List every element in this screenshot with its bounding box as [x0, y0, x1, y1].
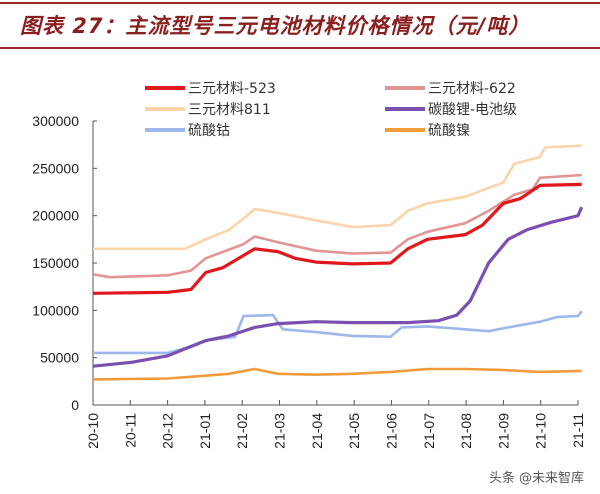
- watermark: 头条 @未来智库: [488, 471, 584, 486]
- series-line-4: [93, 310, 583, 355]
- legend-item: 硫酸镍: [385, 120, 470, 140]
- legend-label: 三元材料811: [188, 102, 271, 118]
- series-line-1: [92, 173, 582, 279]
- series-line-0: [92, 182, 582, 295]
- x-tick-label: 21-11: [570, 413, 586, 448]
- series-line-5: [92, 367, 582, 381]
- series-line-3: [92, 206, 584, 368]
- x-tick-label: 21-04: [309, 413, 325, 449]
- legend-item: 三元材料-523: [145, 78, 276, 98]
- legend-swatch: [145, 128, 185, 132]
- y-tick-label: 0: [71, 397, 79, 413]
- legend-item: 三元材料811: [145, 99, 271, 119]
- legend-item: 硫酸钴: [145, 120, 230, 140]
- legend-swatch: [385, 86, 425, 90]
- legend-label: 三元材料-523: [188, 81, 276, 97]
- y-tick-label: 150000: [32, 255, 79, 271]
- y-tick-label: 50000: [40, 350, 79, 366]
- x-tick-label: 20-12: [160, 413, 176, 449]
- y-tick-label: 100000: [32, 302, 79, 318]
- x-tick-label: 21-08: [458, 413, 474, 449]
- legend-item: 碳酸锂-电池级: [385, 99, 517, 119]
- legend-swatch: [145, 107, 185, 111]
- x-tick-label: 21-09: [495, 413, 511, 449]
- legend-swatch: [385, 128, 425, 132]
- y-tick-label: 200000: [32, 208, 79, 224]
- x-tick-label: 21-06: [383, 413, 399, 449]
- x-tick-label: 21-01: [197, 413, 213, 449]
- x-tick-label: 21-05: [346, 413, 362, 449]
- legend-swatch: [145, 86, 185, 90]
- legend-swatch: [385, 107, 425, 111]
- y-tick-label: 300000: [32, 113, 79, 129]
- x-tick-label: 21-10: [533, 413, 549, 449]
- series-line-2: [93, 144, 582, 251]
- legend-label: 三元材料-622: [428, 81, 516, 97]
- legend-item: 三元材料-622: [385, 78, 516, 98]
- legend-label: 硫酸镍: [428, 123, 470, 139]
- top-rule: [0, 2, 600, 4]
- y-tick-label: 250000: [32, 160, 79, 176]
- x-tick-label: 21-03: [272, 413, 288, 449]
- x-tick-label: 20-10: [85, 413, 101, 449]
- x-tick-label: 21-02: [234, 413, 250, 449]
- legend-label: 碳酸锂-电池级: [428, 102, 518, 118]
- x-tick-label: 20-11: [122, 413, 138, 448]
- chart-title: 图表 27：主流型号三元电池材料价格情况（元/吨）: [20, 14, 531, 38]
- x-tick-label: 21-07: [421, 413, 437, 449]
- title-rule: [0, 47, 600, 49]
- legend-label: 硫酸钴: [188, 123, 230, 139]
